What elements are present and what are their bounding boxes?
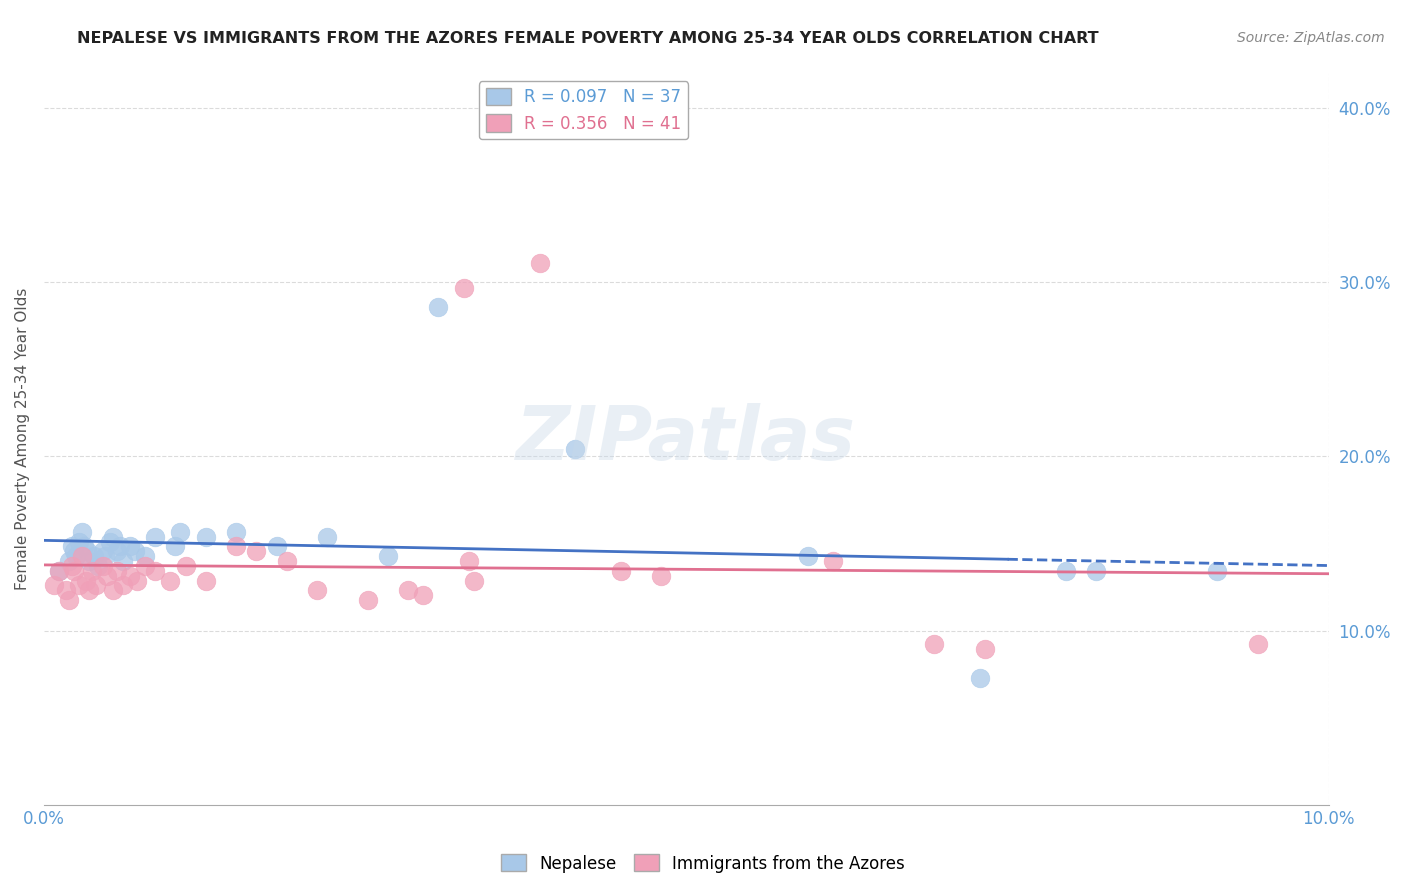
Text: Source: ZipAtlas.com: Source: ZipAtlas.com: [1237, 31, 1385, 45]
Point: [609, 564, 631, 578]
Point: [98, 534, 121, 549]
Point: [65, 549, 87, 564]
Point: [67, 578, 90, 592]
Point: [169, 524, 191, 539]
Y-axis label: Female Poverty Among 25-34 Year Olds: Female Poverty Among 25-34 Year Olds: [15, 288, 30, 591]
Point: [60, 540, 83, 554]
Point: [266, 540, 288, 554]
Point: [124, 544, 146, 558]
Point: [42, 578, 65, 592]
Point: [72, 549, 94, 564]
Point: [396, 583, 419, 598]
Point: [105, 544, 128, 558]
Point: [76, 544, 98, 558]
Point: [86, 578, 108, 592]
Point: [73, 540, 96, 554]
Point: [194, 574, 217, 588]
Point: [276, 554, 298, 568]
Point: [1206, 564, 1229, 578]
Point: [922, 637, 945, 651]
Point: [650, 568, 672, 582]
Point: [75, 574, 97, 588]
Point: [307, 583, 329, 598]
Point: [1247, 637, 1270, 651]
Point: [48, 564, 70, 578]
Point: [79, 554, 101, 568]
Point: [377, 549, 399, 564]
Point: [316, 530, 339, 544]
Point: [821, 554, 844, 568]
Point: [105, 564, 128, 578]
Legend: R = 0.097   N = 37, R = 0.356   N = 41: R = 0.097 N = 37, R = 0.356 N = 41: [479, 81, 688, 139]
Point: [72, 524, 94, 539]
Point: [457, 554, 479, 568]
Point: [973, 641, 995, 656]
Point: [118, 568, 141, 582]
Point: [134, 549, 156, 564]
Point: [58, 554, 80, 568]
Text: NEPALESE VS IMMIGRANTS FROM THE AZORES FEMALE POVERTY AMONG 25-34 YEAR OLDS CORR: NEPALESE VS IMMIGRANTS FROM THE AZORES F…: [77, 31, 1099, 46]
Point: [194, 530, 217, 544]
Point: [101, 583, 124, 598]
Point: [453, 281, 475, 295]
Point: [63, 544, 86, 558]
Point: [1054, 564, 1077, 578]
Point: [91, 544, 114, 558]
Point: [225, 540, 247, 554]
Point: [225, 524, 247, 539]
Point: [174, 558, 197, 573]
Point: [67, 534, 90, 549]
Point: [111, 578, 134, 592]
Point: [796, 549, 818, 564]
Point: [969, 671, 991, 685]
Point: [79, 583, 101, 598]
Point: [58, 593, 80, 607]
Text: ZIPatlas: ZIPatlas: [516, 402, 856, 475]
Point: [60, 558, 83, 573]
Point: [108, 540, 131, 554]
Point: [82, 564, 104, 578]
Point: [86, 558, 108, 573]
Point: [427, 300, 450, 314]
Point: [529, 256, 551, 270]
Point: [63, 564, 86, 578]
Point: [118, 540, 141, 554]
Point: [165, 540, 187, 554]
Point: [143, 530, 166, 544]
Point: [412, 588, 434, 602]
Point: [245, 544, 267, 558]
Point: [125, 574, 148, 588]
Point: [48, 564, 70, 578]
Point: [564, 442, 586, 456]
Point: [111, 554, 134, 568]
Point: [93, 549, 115, 564]
Legend: Nepalese, Immigrants from the Azores: Nepalese, Immigrants from the Azores: [495, 847, 911, 880]
Point: [91, 558, 114, 573]
Point: [55, 583, 77, 598]
Point: [1085, 564, 1108, 578]
Point: [101, 530, 124, 544]
Point: [134, 558, 156, 573]
Point: [143, 564, 166, 578]
Point: [96, 568, 118, 582]
Point: [463, 574, 485, 588]
Point: [83, 549, 105, 564]
Point: [356, 593, 378, 607]
Point: [159, 574, 181, 588]
